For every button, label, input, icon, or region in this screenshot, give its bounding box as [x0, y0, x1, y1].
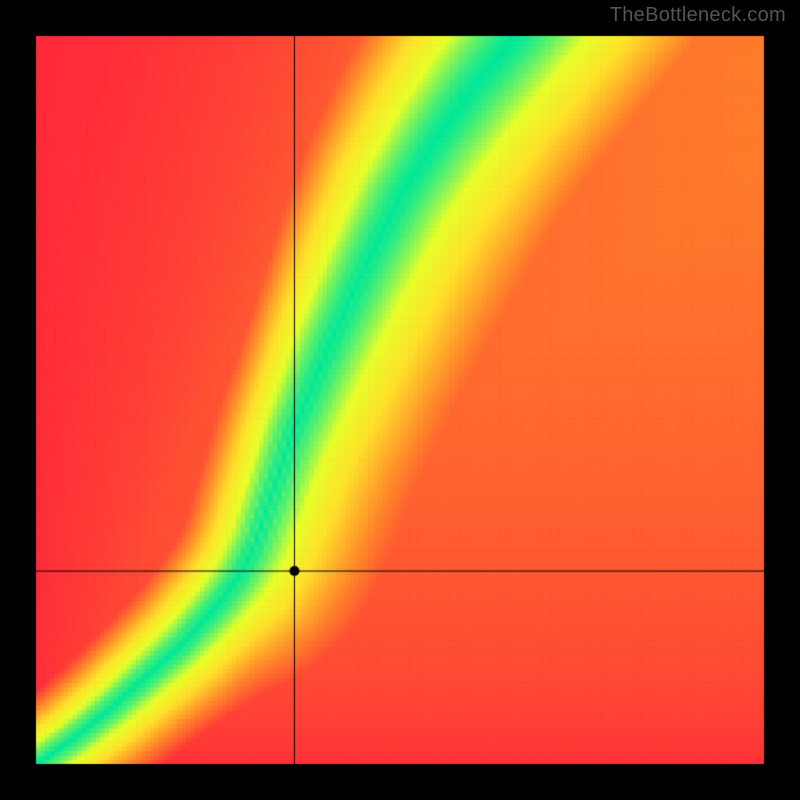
- bottleneck-heatmap-canvas: [0, 0, 800, 800]
- chart-container: TheBottleneck.com: [0, 0, 800, 800]
- watermark-text: TheBottleneck.com: [610, 4, 786, 27]
